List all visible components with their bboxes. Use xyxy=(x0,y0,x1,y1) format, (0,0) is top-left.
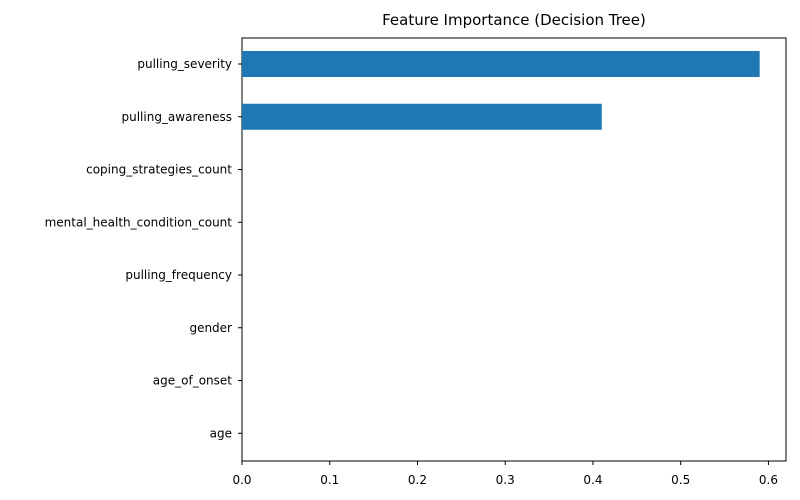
plot-area xyxy=(241,37,787,462)
plot-frame xyxy=(241,37,787,462)
y-tick-label-pulling_severity: pulling_severity xyxy=(137,57,232,71)
y-tick-label-mental_health_condition_count: mental_health_condition_count xyxy=(45,215,233,229)
y-tick-label-pulling_frequency: pulling_frequency xyxy=(125,268,232,282)
bar-pulling_severity xyxy=(242,51,760,77)
x-tick-label-1: 0.1 xyxy=(320,473,339,487)
x-tick-label-2: 0.2 xyxy=(408,473,427,487)
bar-pulling_awareness xyxy=(242,103,602,130)
y-tick-label-age: age xyxy=(210,426,232,440)
x-tick-label-4: 0.4 xyxy=(583,473,602,487)
x-axis: 0.0 0.1 0.2 0.3 0.4 0.5 0.6 xyxy=(232,461,778,487)
y-tick-label-pulling_awareness: pulling_awareness xyxy=(121,110,232,124)
x-tick-label-0: 0.0 xyxy=(232,473,251,487)
y-tick-label-age_of_onset: age_of_onset xyxy=(153,374,233,388)
y-axis: pulling_severity pulling_awareness coping_… xyxy=(45,57,242,440)
x-tick-label-5: 0.5 xyxy=(671,473,690,487)
y-tick-label-coping_strategies_count: coping_strategies_count xyxy=(86,163,232,177)
x-tick-label-3: 0.3 xyxy=(496,473,515,487)
y-tick-label-gender: gender xyxy=(189,321,232,335)
x-tick-label-6: 0.6 xyxy=(759,473,778,487)
bars-layer xyxy=(242,51,760,130)
chart-title: Feature Importance (Decision Tree) xyxy=(382,11,646,29)
